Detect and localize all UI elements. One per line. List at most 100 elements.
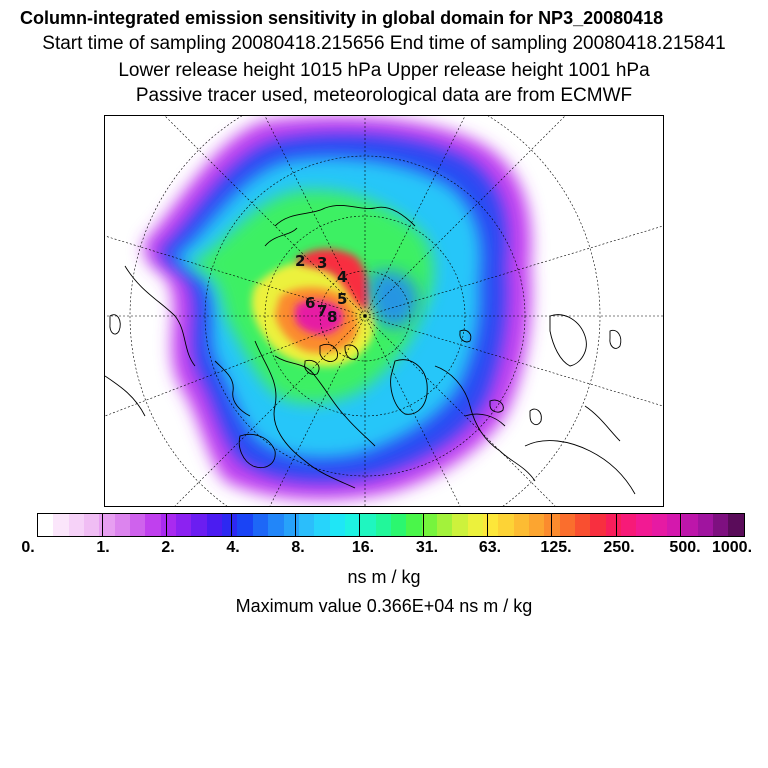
sensitivity-field: [143, 116, 532, 500]
colorbar-swatch: [590, 514, 606, 536]
colorbar-swatch: [713, 514, 729, 536]
colorbar-swatch: [406, 514, 422, 536]
map-panel: 2 3 4 5 6 7 8: [104, 115, 664, 507]
meridian: [269, 315, 366, 506]
colorbar-divider: [487, 514, 489, 536]
coastline-japan: [109, 314, 121, 335]
colorbar-tick-label: 0.: [21, 539, 35, 556]
colorbar-swatch: [651, 514, 668, 536]
maximum-value-label: Maximum value 0.366E+04 ns m / kg: [235, 596, 533, 616]
colorbar-swatch: [237, 514, 253, 536]
colorbar-swatch: [191, 514, 207, 536]
colorbar-divider: [230, 514, 232, 536]
meridian: [364, 116, 466, 317]
colorbar-unit: ns m / kg: [347, 567, 421, 587]
colorbar-swatch: [84, 514, 100, 536]
colorbar-tick-label: 125.: [540, 539, 572, 556]
colorbar-swatch: [329, 514, 345, 536]
colorbar-swatch: [636, 514, 652, 536]
colorbar-swatch: [160, 514, 177, 536]
colorbar-swatch: [421, 514, 437, 536]
contour-label: 2: [295, 252, 305, 270]
meridian: [105, 235, 366, 317]
colorbar-swatch: [697, 514, 714, 536]
colorbar-swatch: [390, 514, 407, 536]
colorbar-divider: [551, 514, 553, 536]
colorbar-tick-label: 16.: [351, 539, 375, 556]
colorbar-tick-label: 2.: [161, 539, 175, 556]
coastlines: [105, 205, 636, 495]
coastline-canadian-archipelago: [304, 343, 359, 375]
colorbar-swatch: [298, 514, 315, 536]
colorbar-tick-label: 8.: [291, 539, 305, 556]
colorbar-swatch: [99, 514, 115, 536]
plot-title: Column-integrated emission sensitivity i…: [20, 8, 664, 28]
field-level-low-arctic: [370, 270, 419, 329]
colorbar-swatch: [375, 514, 391, 536]
colorbar: [37, 513, 745, 537]
meridian: [364, 116, 566, 317]
coastline-hudson-bay: [238, 433, 276, 469]
contour-label: 8: [327, 308, 337, 326]
colorbar-swatch: [621, 514, 637, 536]
colorbar-tick-label: 4.: [226, 539, 240, 556]
coastline-alaska: [214, 360, 251, 417]
colorbar-swatch: [498, 514, 514, 536]
colorbar-divider: [102, 514, 104, 536]
colorbar-swatch: [360, 514, 376, 536]
coastline-siberia: [264, 205, 416, 247]
colorbar-tick-label: 1.: [96, 539, 110, 556]
contour-label: 3: [317, 254, 327, 272]
colorbar-swatch: [667, 514, 683, 536]
coastline-greenland: [390, 359, 428, 415]
meridian: [164, 116, 366, 317]
coastline-caspian: [609, 329, 622, 349]
colorbar-swatch: [682, 514, 698, 536]
colorbar-swatch: [53, 514, 69, 536]
colorbar-swatch: [114, 514, 131, 536]
colorbar-divider: [294, 514, 296, 536]
contour-label: 7: [317, 302, 327, 320]
sampling-time-line: Start time of sampling 20080418.215656 E…: [42, 33, 726, 54]
colorbar-tick-labels: 0. 1. 2. 4. 8. 16. 31. 63. 125. 250. 500…: [0, 539, 768, 557]
colorbar-divider: [423, 514, 425, 536]
meridian: [264, 116, 366, 317]
meridian: [174, 315, 366, 506]
colorbar-swatch: [482, 514, 499, 536]
contour-label: 5: [337, 290, 347, 308]
colorbar-tick-label: 63.: [478, 539, 502, 556]
colorbar-divider: [679, 514, 681, 536]
field-level-magenta-core: [295, 300, 343, 335]
colorbar-swatch: [559, 514, 576, 536]
colorbar-swatch: [529, 514, 545, 536]
colorbar-swatch: [268, 514, 284, 536]
colorbar-swatch: [344, 514, 361, 536]
colorbar-swatch: [467, 514, 483, 536]
coastline-svalbard: [459, 329, 472, 343]
coastline-scandinavia: [549, 314, 587, 367]
coastline-north-america: [254, 340, 376, 489]
colorbar-swatch: [575, 514, 591, 536]
coastline-uk: [529, 408, 542, 426]
colorbar-tick-label: 250.: [603, 539, 635, 556]
colorbar-divider: [358, 514, 360, 536]
colorbar-swatch: [452, 514, 468, 536]
contour-label: 4: [337, 268, 347, 286]
meridian: [364, 315, 556, 506]
colorbar-swatch: [513, 514, 529, 536]
emission-sensitivity-map: 2 3 4 5 6 7 8: [105, 116, 663, 506]
colorbar-swatch: [314, 514, 330, 536]
contour-label: 6: [305, 294, 315, 312]
latitude-circle: [129, 116, 601, 506]
colorbar-swatch: [436, 514, 453, 536]
contour-labels: 2 3 4 5 6 7 8: [295, 252, 347, 326]
coastline-europe: [434, 365, 536, 482]
meridian: [105, 315, 366, 417]
colorbar-tick-label: 31.: [415, 539, 439, 556]
colorbar-swatch: [38, 514, 54, 536]
colorbar-divider: [166, 514, 168, 536]
release-height-line: Lower release height 1015 hPa Upper rele…: [118, 60, 650, 81]
colorbar-tick-label: 500.: [669, 539, 701, 556]
colorbar-tick-label: 1000.: [711, 539, 753, 556]
colorbar-swatch: [206, 514, 223, 536]
